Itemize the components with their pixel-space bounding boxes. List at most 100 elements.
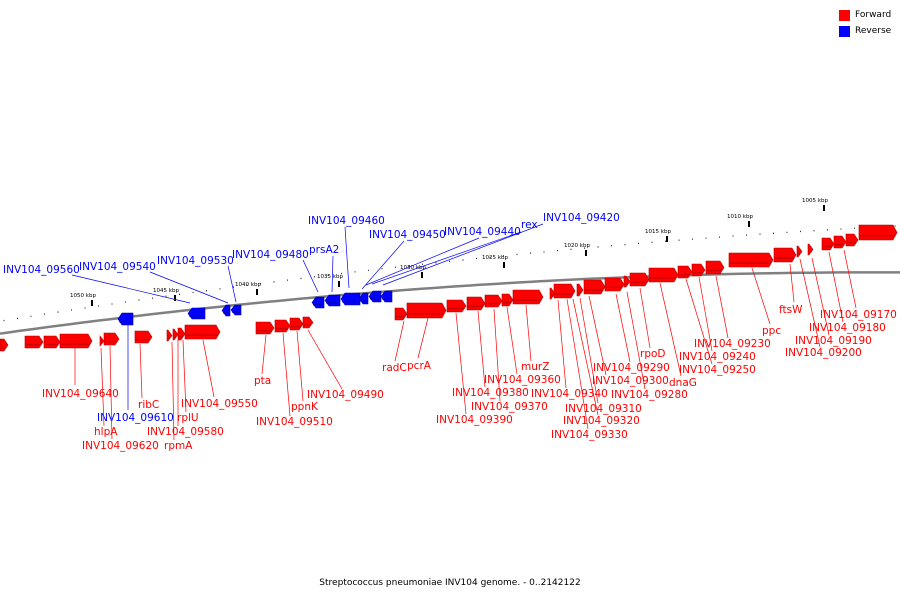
leader-line <box>261 334 267 375</box>
leader-line <box>698 276 713 352</box>
gene-label: ppnK <box>291 401 319 413</box>
gene-label: INV104_09300 <box>592 375 669 387</box>
leader-line <box>361 240 405 290</box>
gene-label: INV104_09290 <box>593 362 670 374</box>
leader-line <box>307 329 343 390</box>
forward-gene <box>807 243 814 256</box>
reverse-gene <box>340 292 361 306</box>
gene-label: rplU <box>177 412 199 424</box>
gene-label: INV104_09360 <box>484 374 561 386</box>
forward-gene <box>583 279 606 295</box>
leader-line <box>715 275 729 339</box>
forward-gene <box>796 245 803 258</box>
leader-line <box>171 341 175 441</box>
forward-gene <box>406 302 447 319</box>
gene-label: INV104_09320 <box>563 415 640 427</box>
leader-line <box>811 257 830 336</box>
gene-label: INV104_09550 <box>181 398 258 410</box>
forward-gene <box>43 335 61 349</box>
forward-gene <box>446 299 467 313</box>
leader-line <box>344 226 350 289</box>
gene-label: INV104_09460 <box>308 215 385 227</box>
gene-label: INV104_09380 <box>452 387 529 399</box>
gene-label: ftsW <box>779 304 803 316</box>
gene-label: INV104_09340 <box>531 388 608 400</box>
gene-label: INV104_09280 <box>611 389 688 401</box>
forward-gene <box>629 272 650 287</box>
gene-label: INV104_09490 <box>307 389 384 401</box>
forward-gene <box>177 327 186 341</box>
gene-label: prsA2 <box>309 244 339 256</box>
leader-line <box>365 237 480 286</box>
tick-label: 1040 kbp <box>235 282 261 288</box>
leader-line <box>751 267 771 325</box>
leader-line <box>685 278 713 365</box>
leader-line <box>282 332 291 417</box>
gene-label: INV104_09560 <box>3 264 80 276</box>
gene-label: INV104_09580 <box>147 426 224 438</box>
forward-gene <box>255 321 275 335</box>
forward-gene <box>289 317 304 331</box>
tick-label: 1030 kbp <box>400 265 426 271</box>
leader-line <box>331 255 334 293</box>
leader-line <box>455 312 467 415</box>
tick-label: 1005 kbp <box>802 198 828 204</box>
leader-line <box>843 249 857 309</box>
leader-line <box>579 297 599 404</box>
forward-gene <box>705 260 725 275</box>
gene-label: ppc <box>762 325 781 337</box>
leader-line <box>71 274 191 304</box>
legend-label-forward: Forward <box>855 10 892 20</box>
gene-label: INV104_09640 <box>42 388 119 400</box>
tick-label: 1045 kbp <box>153 288 179 294</box>
leader-line <box>626 291 646 390</box>
forward-gene <box>134 330 153 344</box>
leader-line <box>566 298 589 430</box>
forward-gene <box>728 252 774 268</box>
forward-gene <box>604 277 625 292</box>
forward-gene <box>576 283 584 297</box>
leader-line <box>149 271 229 304</box>
gene-label: INV104_09180 <box>809 322 886 334</box>
leader-line <box>109 345 113 440</box>
forward-gene <box>0 338 9 352</box>
leader-line <box>382 223 544 286</box>
forward-gene <box>845 233 859 247</box>
forward-gene <box>773 247 797 263</box>
reverse-swatch <box>839 25 850 37</box>
gene-label: INV104_09370 <box>471 401 548 413</box>
gene-label: rpoD <box>640 348 666 360</box>
leader-line <box>100 347 105 427</box>
gene-label: INV104_09170 <box>820 309 897 321</box>
reverse-gene <box>117 312 134 326</box>
forward-gene <box>274 319 291 333</box>
forward-gene <box>99 335 105 347</box>
legend-item-forward: Forward <box>839 9 891 21</box>
forward-gene <box>858 224 898 241</box>
leader-line <box>477 310 486 388</box>
leader-line <box>394 320 405 362</box>
gene-label: INV104_09420 <box>543 212 620 224</box>
legend-item-reverse: Reverse <box>839 25 891 37</box>
gene-label: INV104_09480 <box>232 249 309 261</box>
tick-label: 1050 kbp <box>70 293 96 299</box>
gene-label: INV104_09240 <box>679 351 756 363</box>
reverse-gene <box>187 307 206 320</box>
forward-gene <box>59 333 93 349</box>
leader-line <box>659 282 682 377</box>
forward-gene <box>103 332 120 346</box>
leader-line <box>615 293 631 363</box>
gene-label: ribC <box>138 399 159 411</box>
forward-gene <box>484 294 503 308</box>
tick-label: 1025 kbp <box>482 255 508 261</box>
leader-line <box>789 263 795 303</box>
gene-label: INV104_09230 <box>694 338 771 350</box>
tick-label: 1010 kbp <box>727 214 753 220</box>
gene-label: INV104_09450 <box>369 229 446 241</box>
gene-label: INV104_09510 <box>256 416 333 428</box>
gene-label: murZ <box>521 361 549 373</box>
forward-gene <box>394 307 408 321</box>
gene-label: INV104_09330 <box>551 429 628 441</box>
forward-swatch <box>839 9 850 21</box>
leader-line <box>588 295 607 376</box>
